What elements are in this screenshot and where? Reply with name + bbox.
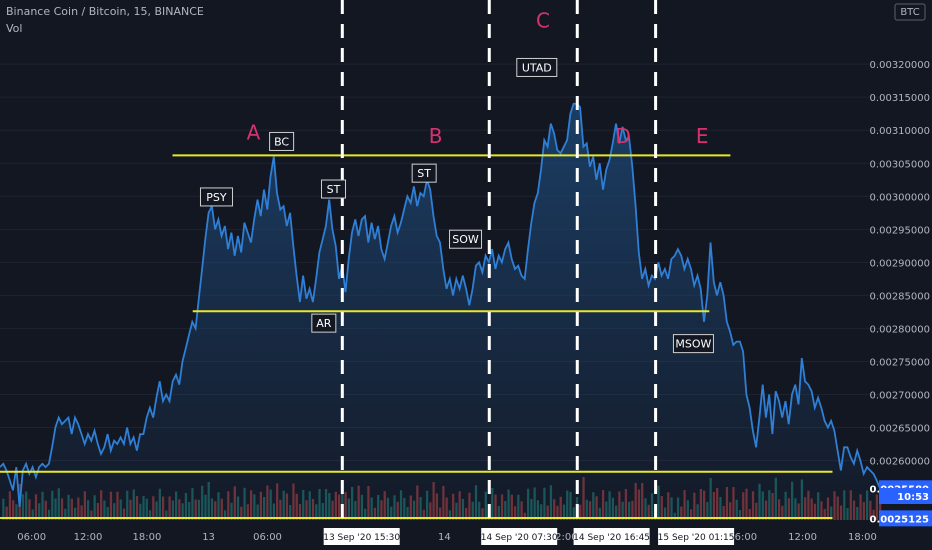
wyckoff-event-label: ST bbox=[321, 179, 347, 199]
x-marker-text: 15 Sep '20 01:15 bbox=[658, 533, 735, 543]
x-axis-tick-label: 12:00 bbox=[549, 532, 578, 543]
wyckoff-label-text: SOW bbox=[452, 233, 479, 246]
wyckoff-label-box bbox=[411, 163, 437, 183]
y-axis-tick-label: 0.00275000 bbox=[870, 357, 930, 368]
x-axis-marker-label: 13 Sep '20 15:30 bbox=[323, 528, 400, 545]
currency-badge: BTC bbox=[894, 3, 926, 21]
x-axis-tick-label: 06:00 bbox=[253, 532, 282, 543]
y-axis-tick-label: 0.00315000 bbox=[870, 93, 930, 104]
currency-badge-text: BTC bbox=[900, 7, 919, 18]
price-badge: 0.0025125 bbox=[870, 510, 932, 527]
x-axis-tick-label: 14 bbox=[438, 532, 451, 543]
x-marker-box bbox=[658, 528, 735, 545]
x-axis-tick-label: 12:00 bbox=[788, 532, 817, 543]
x-axis-tick-label: 12:00 bbox=[74, 532, 103, 543]
wyckoff-label-text: PSY bbox=[206, 191, 227, 204]
wyckoff-event-label: MSOW bbox=[672, 334, 714, 354]
wyckoff-label-box bbox=[672, 334, 714, 354]
wyckoff-label-text: MSOW bbox=[675, 338, 711, 351]
wyckoff-label-box bbox=[311, 313, 337, 333]
y-axis-tick-label: 0.00270000 bbox=[870, 390, 930, 401]
y-axis-tick-label: 0.00320000 bbox=[870, 60, 930, 71]
price-line bbox=[0, 102, 881, 507]
phase-letter-label: D bbox=[615, 124, 630, 148]
price-badge: 10:53 bbox=[879, 488, 932, 504]
x-axis-tick-label: 18:00 bbox=[133, 532, 162, 543]
phase-letter-label: E bbox=[696, 124, 709, 148]
x-marker-text: 14 Sep '20 07:30 bbox=[481, 533, 558, 543]
price-badge-box bbox=[879, 488, 932, 504]
wyckoff-event-label: SOW bbox=[449, 229, 483, 249]
x-marker-text: 13 Sep '20 15:30 bbox=[323, 533, 400, 543]
wyckoff-event-label: UTAD bbox=[516, 57, 558, 77]
wyckoff-event-label: ST bbox=[411, 163, 437, 183]
y-axis-tick-label: 0.00260000 bbox=[870, 457, 930, 468]
x-marker-box bbox=[481, 528, 558, 545]
wyckoff-event-label: PSY bbox=[199, 187, 233, 207]
wyckoff-event-label: BC bbox=[269, 131, 295, 151]
y-axis-tick-label: 0.00295000 bbox=[870, 225, 930, 236]
symbol-title: Binance Coin / Bitcoin, 15, BINANCE bbox=[6, 5, 204, 18]
price-badge-text: 0.0025125 bbox=[870, 514, 930, 525]
wyckoff-label-box bbox=[321, 179, 347, 199]
y-axis-tick-label: 0.00305000 bbox=[870, 159, 930, 170]
wyckoff-label-box bbox=[516, 57, 558, 77]
wyckoff-label-box bbox=[199, 187, 233, 207]
wyckoff-label-text: AR bbox=[316, 317, 332, 330]
phase-letter-label: C bbox=[536, 8, 550, 32]
y-axis-tick-label: 0.00280000 bbox=[870, 324, 930, 335]
price-badge-box bbox=[879, 510, 932, 527]
wyckoff-label-box bbox=[449, 229, 483, 249]
phase-letter-label: B bbox=[429, 124, 443, 148]
x-marker-text: 14 Sep '20 16:45 bbox=[573, 533, 650, 543]
x-axis-marker-label: 14 Sep '20 16:45 bbox=[573, 528, 650, 545]
x-marker-box bbox=[323, 528, 400, 545]
y-axis-tick-label: 0.00310000 bbox=[870, 126, 930, 137]
y-axis-tick-label: 0.00290000 bbox=[870, 258, 930, 269]
x-axis-tick-label: 06:00 bbox=[728, 532, 757, 543]
wyckoff-label-text: ST bbox=[327, 183, 341, 196]
price-badge-text: 10:53 bbox=[897, 492, 929, 503]
wyckoff-event-label: AR bbox=[311, 313, 337, 333]
wyckoff-label-text: ST bbox=[417, 167, 431, 180]
wyckoff-label-text: UTAD bbox=[522, 61, 552, 74]
y-axis-tick-label: 0.00285000 bbox=[870, 291, 930, 302]
x-axis-tick-label: 06:00 bbox=[17, 532, 46, 543]
volume-indicator-label: Vol bbox=[6, 22, 23, 35]
phase-letter-label: A bbox=[247, 121, 261, 145]
currency-badge-box bbox=[894, 3, 926, 21]
wyckoff-label-box bbox=[269, 131, 295, 151]
wyckoff-label-text: BC bbox=[274, 135, 289, 148]
y-axis-tick-label: 0.00300000 bbox=[870, 192, 930, 203]
x-axis-tick-label: 18:00 bbox=[848, 532, 877, 543]
x-axis-tick-label: 13 bbox=[202, 532, 215, 543]
x-axis-marker-label: 15 Sep '20 01:15 bbox=[658, 528, 735, 545]
x-marker-box bbox=[573, 528, 650, 545]
y-axis-tick-label: 0.00265000 bbox=[870, 424, 930, 435]
x-axis-marker-label: 14 Sep '20 07:30 bbox=[481, 528, 558, 545]
